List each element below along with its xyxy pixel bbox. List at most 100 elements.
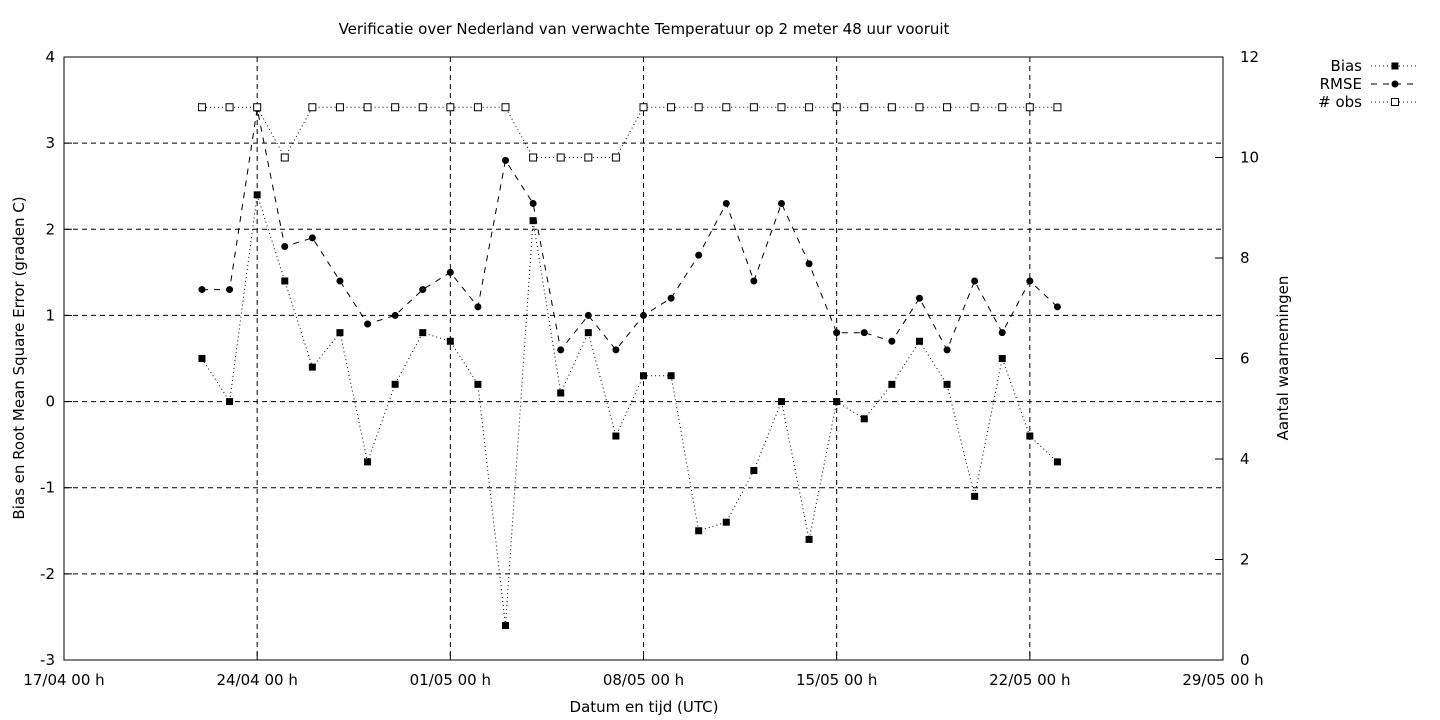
rmse-point [474,303,482,311]
x-tick-label: 17/04 00 h [23,671,104,689]
bias-point [915,337,923,345]
bias-point [529,217,537,225]
rmse-point [943,346,951,354]
rmse-point [364,320,372,328]
grid-lines [64,57,1223,660]
obs-point [1053,103,1062,112]
obs-point [749,103,758,112]
y-tick-label: 0 [45,393,55,411]
rmse-point [419,286,427,294]
x-tick-label: 24/04 00 h [216,671,297,689]
bias-line [201,194,1058,626]
rmse-point [446,268,454,276]
y2-axis-label: Aantal waarnemingen [1274,276,1292,441]
rmse-point [695,251,703,259]
y-tick-label: 3 [45,134,55,152]
bias-point [1053,458,1061,466]
y2-tick-label: 4 [1240,450,1250,468]
obs-point [943,103,952,112]
bias-point [336,329,344,337]
rmse-point [998,329,1006,337]
rmse-point [833,329,841,337]
bias-point [833,398,841,406]
series-bias [198,191,1061,630]
bias-point [640,372,647,380]
obs-point [667,103,676,112]
bias-point [1026,432,1034,440]
obs-point [363,103,372,112]
bias-point [281,277,289,285]
bias-point [391,380,399,388]
legend-marker-obs [1391,98,1399,106]
bias-point [612,432,620,440]
obs-point [915,103,924,112]
chart-title: Verificatie over Nederland van verwachte… [339,20,950,38]
bias-point [308,363,316,371]
legend-label-bias: Bias [1331,57,1363,75]
rmse-point [612,346,620,354]
obs-point [280,153,289,162]
rmse-point [1026,277,1034,285]
bias-point [998,355,1006,362]
obs-point [970,103,979,112]
obs-point [860,103,869,112]
obs-point [998,103,1007,112]
obs-point [501,103,510,112]
legend-entry-obs: # obs [1318,93,1419,111]
series-obs [197,103,1062,162]
legend-label-obs: # obs [1318,93,1362,111]
rmse-point [584,311,592,319]
y-tick-label: -1 [40,479,55,497]
obs-point [391,103,400,112]
rmse-point [888,337,896,345]
rmse-point [529,199,537,207]
rmse-point [391,311,399,319]
obs-point [446,103,455,112]
obs-point [805,103,814,112]
data-series [197,103,1062,630]
legend-marker-bias [1391,62,1399,70]
obs-point [777,103,786,112]
obs-point [197,103,206,112]
obs-point [639,103,648,112]
rmse-line [202,108,1058,352]
rmse-point [971,277,979,285]
bias-point [419,329,427,337]
rmse-point [281,243,289,251]
bias-point [446,337,454,345]
y2-tick-label: 12 [1240,48,1259,66]
y2-tick-label: 10 [1240,149,1259,167]
rmse-point [198,286,206,294]
x-tick-label: 08/05 00 h [603,671,684,689]
bias-point [226,398,234,406]
bias-point [667,372,675,380]
legend-marker-rmse [1391,80,1399,88]
bias-point [971,492,979,500]
rmse-point [805,260,813,268]
y-axis-label: Bias en Root Mean Square Error (graden C… [10,196,28,519]
obs-point [529,153,538,162]
rmse-point [640,311,647,319]
rmse-point [915,294,923,302]
legend-entry-bias: Bias [1331,57,1419,75]
x-tick-label: 29/05 00 h [1182,671,1263,689]
legend-label-rmse: RMSE [1320,75,1362,93]
plot-border [63,56,1224,661]
bias-point [805,535,813,543]
y-tick-label: 1 [45,306,55,324]
x-tick-label: 15/05 00 h [796,671,877,689]
rmse-point [722,199,730,207]
bias-point [253,191,261,199]
bias-point [198,355,206,362]
bias-point [695,527,703,535]
obs-point [694,103,703,112]
obs-point [335,103,344,112]
obs-point [556,153,565,162]
obs-point [1025,103,1034,112]
x-tick-label: 22/05 00 h [989,671,1070,689]
obs-line [202,106,1058,159]
obs-point [308,103,317,112]
legend-entry-rmse: RMSE [1320,75,1419,93]
